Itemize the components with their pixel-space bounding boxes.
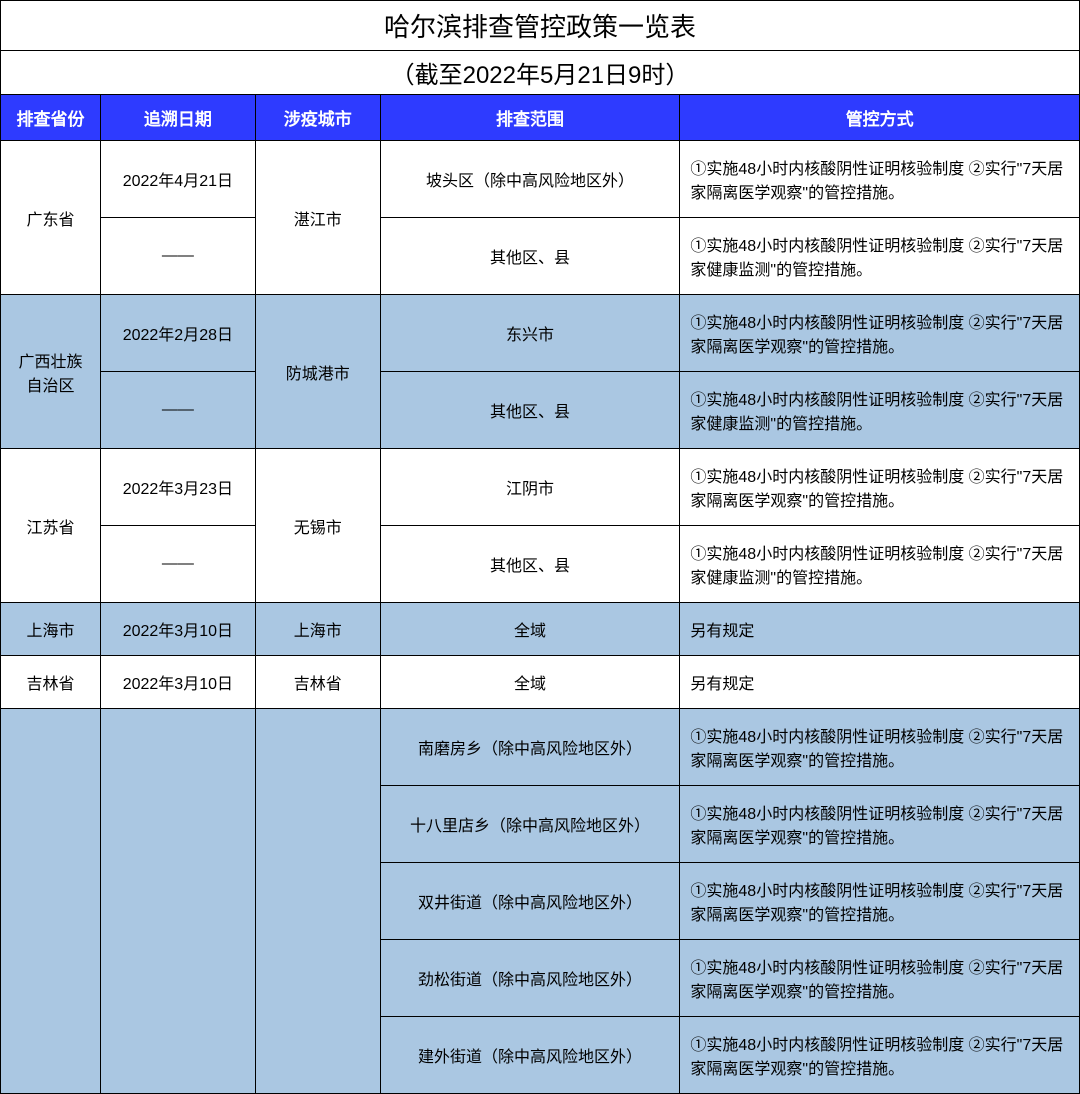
cell-control: ①实施48小时内核酸阴性证明核验制度 ②实行"7天居家隔离医学观察"的管控措施。 — [680, 295, 1080, 372]
table-row: 南磨房乡（除中高风险地区外）①实施48小时内核酸阴性证明核验制度 ②实行"7天居… — [1, 709, 1080, 786]
policy-table: 哈尔滨排查管控政策一览表 （截至2022年5月21日9时） 排查省份 追溯日期 … — [0, 0, 1080, 1094]
cell-control: ①实施48小时内核酸阴性证明核验制度 ②实行"7天居家健康监测"的管控措施。 — [680, 372, 1080, 449]
cell-scope: 其他区、县 — [380, 218, 680, 295]
cell-province — [1, 709, 101, 1094]
cell-control: ①实施48小时内核酸阴性证明核验制度 ②实行"7天居家隔离医学观察"的管控措施。 — [680, 141, 1080, 218]
table-row: 广西壮族自治区2022年2月28日防城港市东兴市①实施48小时内核酸阴性证明核验… — [1, 295, 1080, 372]
cell-date: —— — [100, 372, 255, 449]
header-row: 排查省份 追溯日期 涉疫城市 排查范围 管控方式 — [1, 95, 1080, 141]
cell-city: 湛江市 — [255, 141, 380, 295]
cell-scope: 南磨房乡（除中高风险地区外） — [380, 709, 680, 786]
cell-city: 防城港市 — [255, 295, 380, 449]
cell-scope: 双井街道（除中高风险地区外） — [380, 863, 680, 940]
cell-control: ①实施48小时内核酸阴性证明核验制度 ②实行"7天居家隔离医学观察"的管控措施。 — [680, 1017, 1080, 1094]
table-subtitle: （截至2022年5月21日9时） — [1, 51, 1080, 95]
cell-scope: 劲松街道（除中高风险地区外） — [380, 940, 680, 1017]
table-title: 哈尔滨排查管控政策一览表 — [1, 1, 1080, 51]
cell-control: ①实施48小时内核酸阴性证明核验制度 ②实行"7天居家隔离医学观察"的管控措施。 — [680, 709, 1080, 786]
header-province: 排查省份 — [1, 95, 101, 141]
cell-scope: 东兴市 — [380, 295, 680, 372]
table-row: —— 其他区、县①实施48小时内核酸阴性证明核验制度 ②实行"7天居家健康监测"的… — [1, 218, 1080, 295]
cell-control: ①实施48小时内核酸阴性证明核验制度 ②实行"7天居家健康监测"的管控措施。 — [680, 526, 1080, 603]
cell-date: 2022年2月28日 — [100, 295, 255, 372]
cell-date: 2022年3月23日 — [100, 449, 255, 526]
cell-province: 吉林省 — [1, 656, 101, 709]
table-row: 上海市2022年3月10日上海市全域另有规定 — [1, 603, 1080, 656]
cell-control: ①实施48小时内核酸阴性证明核验制度 ②实行"7天居家隔离医学观察"的管控措施。 — [680, 786, 1080, 863]
cell-scope: 江阴市 — [380, 449, 680, 526]
cell-control: 另有规定 — [680, 656, 1080, 709]
header-control: 管控方式 — [680, 95, 1080, 141]
title-row: 哈尔滨排查管控政策一览表 — [1, 1, 1080, 51]
cell-province: 广东省 — [1, 141, 101, 295]
cell-date: 2022年4月21日 — [100, 141, 255, 218]
cell-scope: 坡头区（除中高风险地区外） — [380, 141, 680, 218]
cell-date: 2022年3月10日 — [100, 603, 255, 656]
cell-control: ①实施48小时内核酸阴性证明核验制度 ②实行"7天居家隔离医学观察"的管控措施。 — [680, 449, 1080, 526]
header-city: 涉疫城市 — [255, 95, 380, 141]
cell-date: —— — [100, 526, 255, 603]
cell-scope: 全域 — [380, 603, 680, 656]
cell-province: 上海市 — [1, 603, 101, 656]
header-date: 追溯日期 — [100, 95, 255, 141]
subtitle-row: （截至2022年5月21日9时） — [1, 51, 1080, 95]
cell-province: 广西壮族自治区 — [1, 295, 101, 449]
cell-control: ①实施48小时内核酸阴性证明核验制度 ②实行"7天居家隔离医学观察"的管控措施。 — [680, 863, 1080, 940]
table-row: 吉林省2022年3月10日吉林省全域另有规定 — [1, 656, 1080, 709]
cell-province: 江苏省 — [1, 449, 101, 603]
cell-city: 上海市 — [255, 603, 380, 656]
table-row: 江苏省2022年3月23日无锡市江阴市①实施48小时内核酸阴性证明核验制度 ②实… — [1, 449, 1080, 526]
cell-date: —— — [100, 218, 255, 295]
cell-control: ①实施48小时内核酸阴性证明核验制度 ②实行"7天居家隔离医学观察"的管控措施。 — [680, 940, 1080, 1017]
cell-city: 无锡市 — [255, 449, 380, 603]
table-row: —— 其他区、县①实施48小时内核酸阴性证明核验制度 ②实行"7天居家健康监测"的… — [1, 372, 1080, 449]
cell-scope: 建外街道（除中高风险地区外） — [380, 1017, 680, 1094]
cell-city — [255, 709, 380, 1094]
table-row: —— 其他区、县①实施48小时内核酸阴性证明核验制度 ②实行"7天居家健康监测"的… — [1, 526, 1080, 603]
table-row: 广东省2022年4月21日湛江市坡头区（除中高风险地区外）①实施48小时内核酸阴… — [1, 141, 1080, 218]
cell-scope: 十八里店乡（除中高风险地区外） — [380, 786, 680, 863]
cell-date — [100, 709, 255, 1094]
cell-scope: 其他区、县 — [380, 372, 680, 449]
cell-control: 另有规定 — [680, 603, 1080, 656]
cell-scope: 其他区、县 — [380, 526, 680, 603]
cell-date: 2022年3月10日 — [100, 656, 255, 709]
cell-city: 吉林省 — [255, 656, 380, 709]
cell-control: ①实施48小时内核酸阴性证明核验制度 ②实行"7天居家健康监测"的管控措施。 — [680, 218, 1080, 295]
cell-scope: 全域 — [380, 656, 680, 709]
header-scope: 排查范围 — [380, 95, 680, 141]
